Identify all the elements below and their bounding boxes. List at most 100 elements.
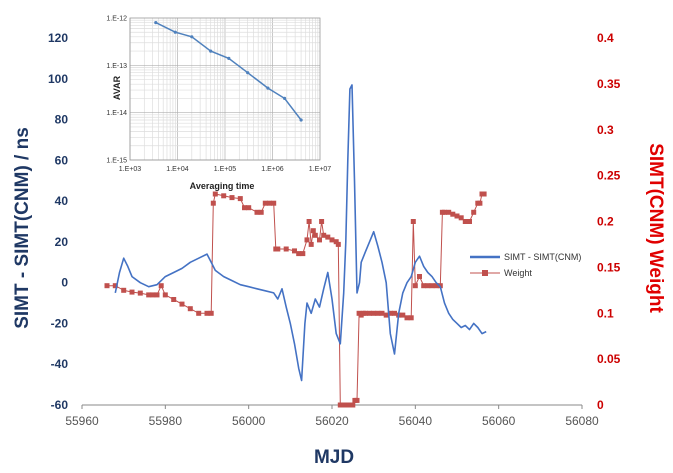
y-tick-label-left: -60: [51, 398, 69, 412]
inset-avar-point: [227, 56, 231, 61]
inset-y-tick-label: 1.E-15: [106, 158, 127, 165]
weight-point: [429, 283, 435, 289]
y-axis-label-right: SIMT(CNM) Weight: [645, 143, 666, 313]
weight-point: [333, 239, 339, 245]
inset-grid: [129, 17, 321, 161]
weight-point: [446, 209, 452, 215]
weight-point: [379, 310, 385, 316]
weight-point: [171, 297, 177, 302]
weight-point: [458, 215, 464, 221]
y-axis-label-left: SIMT - SIMT(CNM) / ns: [12, 127, 33, 329]
weight-point: [383, 312, 389, 318]
weight-point: [417, 274, 422, 279]
weight-point: [262, 200, 268, 206]
weight-point: [335, 241, 341, 247]
weight-line: [107, 193, 485, 406]
weight-point: [212, 191, 218, 197]
weight-point: [242, 205, 247, 211]
weight-point: [304, 237, 310, 243]
inset-ticks: 1.E+03 1.E+04 1.E+05 1.E+06 1.E+07 1.E-12 1.E-…: [106, 16, 331, 174]
x-tick-label: 55960: [65, 414, 99, 428]
inset-y-tick-label: 1.E-13: [106, 63, 127, 70]
weight-point: [404, 315, 410, 321]
weight-point: [433, 283, 439, 289]
inset-y-tick-label: 1.E-14: [106, 110, 127, 117]
weight-point: [229, 195, 235, 201]
y-tick-label-left: 0: [61, 276, 68, 290]
weight-point: [158, 283, 164, 289]
x-tick-label: 56080: [565, 414, 599, 428]
weight-point: [137, 290, 143, 296]
main-ticks: 55960 55980 56000 56020 56040 56060 56080 -60 -4…: [48, 31, 621, 428]
weight-point: [319, 219, 325, 224]
inset-avar-point: [209, 49, 213, 53]
weight-point: [371, 310, 377, 316]
y-tick-label-left: 60: [55, 153, 69, 167]
weight-point: [150, 292, 156, 298]
weight-point: [292, 248, 297, 254]
weight-point: [210, 200, 216, 206]
inset-x-tick-label: 1.E+03: [119, 166, 141, 173]
weight-point: [350, 402, 356, 408]
weight-point: [346, 402, 352, 408]
x-tick-label: 55980: [149, 414, 183, 428]
y-tick-label-right: 0.3: [597, 123, 614, 137]
y-tick-label-right: 0.2: [597, 215, 614, 229]
inset-frame: [129, 17, 321, 161]
weight-point: [421, 283, 427, 289]
inset-chart: 1.E+03 1.E+04 1.E+05 1.E+06 1.E+07 1.E-12 1.E-…: [106, 11, 331, 191]
legend: SIMT - SIMT(CNM) Weight: [470, 252, 581, 278]
weight-point: [400, 312, 406, 318]
weight-point: [387, 310, 393, 316]
y-tick-label-left: 120: [48, 31, 68, 45]
weight-point: [254, 209, 260, 215]
weight-point: [462, 219, 468, 224]
x-tick-label: 56000: [232, 414, 266, 428]
weight-point: [454, 213, 460, 219]
weight-point: [104, 283, 110, 289]
weight-point: [267, 200, 272, 206]
weight-point: [204, 310, 210, 316]
weight-point: [477, 200, 483, 206]
weight-point: [450, 211, 456, 217]
weight-point: [310, 228, 316, 234]
y-tick-label-left: 80: [55, 113, 69, 127]
inset-avar-point: [154, 21, 158, 25]
y-tick-label-left: 40: [55, 194, 69, 208]
series-diff: [114, 84, 487, 382]
weight-point: [146, 292, 152, 298]
weight-point: [312, 232, 318, 238]
x-tick-label: 56060: [482, 414, 516, 428]
y-tick-label-right: 0.25: [597, 169, 621, 183]
weight-point: [481, 191, 487, 197]
weight-point: [162, 292, 168, 298]
inset-y-tick-label: 1.E-12: [106, 16, 127, 23]
inset-x-tick-label: 1.E+06: [261, 166, 283, 173]
weight-point: [337, 402, 343, 408]
weight-point: [129, 289, 135, 295]
inset-y-label: AVAR: [112, 75, 122, 100]
weight-point: [246, 205, 252, 211]
weight-point: [237, 196, 243, 202]
y-tick-label-left: 100: [48, 72, 68, 86]
inset-series: [154, 21, 303, 122]
weight-point: [258, 209, 264, 215]
inset-x-tick-label: 1.E+07: [309, 166, 331, 173]
weight-point: [392, 310, 397, 316]
weight-point: [283, 246, 289, 252]
inset-avar-point: [266, 86, 270, 90]
y-tick-label-right: 0.1: [597, 306, 614, 320]
weight-point: [412, 283, 418, 289]
series-weight: [104, 191, 487, 408]
inset-x-label: Averaging time: [190, 181, 255, 191]
weight-point: [325, 234, 331, 240]
inset-background: [113, 11, 325, 173]
weight-point: [329, 237, 335, 243]
weight-point: [321, 232, 327, 238]
weight-point: [300, 251, 306, 257]
legend-marker-weight: [482, 270, 488, 276]
x-tick-label: 56020: [315, 414, 349, 428]
weight-point: [308, 241, 314, 247]
weight-point: [367, 310, 372, 316]
